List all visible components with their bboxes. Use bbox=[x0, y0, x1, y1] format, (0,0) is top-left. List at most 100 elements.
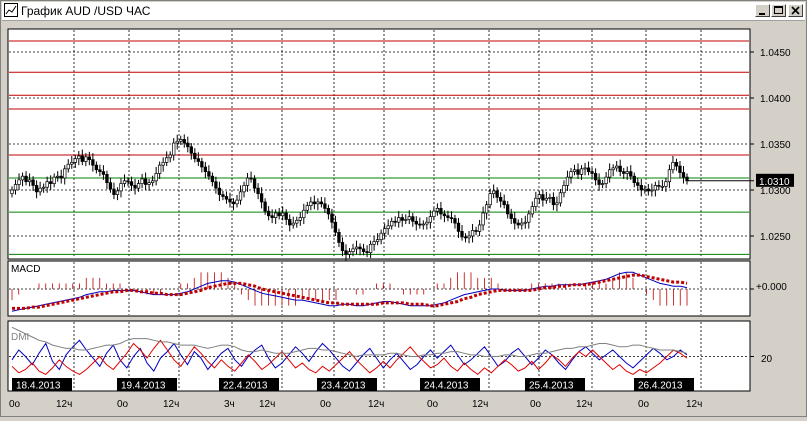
candle-down bbox=[333, 221, 338, 233]
candle-up bbox=[425, 221, 429, 225]
candle-up bbox=[172, 142, 176, 156]
candle-up bbox=[428, 216, 433, 223]
candle-up bbox=[404, 219, 408, 221]
candle-down bbox=[49, 181, 53, 184]
price-candles bbox=[10, 134, 689, 261]
candle-down bbox=[59, 175, 63, 179]
candle-down bbox=[460, 231, 464, 238]
hour-label: 12ч bbox=[368, 399, 384, 410]
candle-up bbox=[572, 169, 577, 172]
candle-down bbox=[186, 142, 190, 148]
candle-up bbox=[52, 176, 56, 184]
candle-up bbox=[235, 199, 239, 205]
candle-up bbox=[154, 173, 158, 182]
maximize-button[interactable] bbox=[771, 4, 786, 17]
candle-up bbox=[165, 157, 169, 163]
minimize-icon bbox=[759, 13, 765, 15]
candle-down bbox=[576, 169, 580, 175]
candle-up bbox=[115, 190, 120, 195]
candle-up bbox=[274, 212, 278, 218]
candle-down bbox=[98, 169, 102, 172]
candle-down bbox=[446, 215, 450, 218]
candle-down bbox=[657, 185, 661, 187]
candle-down bbox=[231, 201, 236, 205]
candle-up bbox=[309, 201, 313, 206]
candle-down bbox=[622, 171, 626, 174]
price-axis-label: 1.0350 bbox=[760, 140, 791, 151]
candle-up bbox=[168, 154, 172, 159]
candle-down bbox=[31, 179, 35, 186]
candle-up bbox=[520, 222, 524, 226]
minimize-button[interactable] bbox=[755, 4, 770, 17]
candle-up bbox=[660, 185, 665, 188]
candle-up bbox=[17, 179, 21, 185]
date-label: 23.4.2013 bbox=[321, 381, 366, 392]
dmi-plus-line bbox=[11, 339, 688, 372]
chart-area: 1.0450 1.0400 1.0350 1.0300 1.0250 1.0310 MA… bbox=[4, 24, 805, 416]
candle-up bbox=[435, 208, 440, 212]
candle-down bbox=[646, 188, 650, 192]
date-label: 18.4.2013 bbox=[16, 381, 61, 392]
candle-down bbox=[337, 231, 341, 243]
candle-down bbox=[442, 213, 447, 217]
candle-down bbox=[456, 222, 461, 232]
candle-up bbox=[611, 167, 615, 171]
candle-down bbox=[453, 218, 457, 224]
candle-up bbox=[491, 190, 496, 195]
candle-up bbox=[150, 180, 155, 183]
candle-down bbox=[636, 182, 640, 186]
date-label: 22.4.2013 bbox=[223, 381, 268, 392]
dmi-panel-label: DMI bbox=[11, 332, 29, 343]
candle-up bbox=[569, 171, 573, 178]
date-label-box bbox=[117, 378, 177, 391]
candle-down bbox=[284, 212, 288, 220]
candle-down bbox=[499, 197, 503, 202]
candle-up bbox=[119, 183, 123, 192]
candle-up bbox=[351, 248, 355, 252]
candle-up bbox=[488, 193, 492, 206]
candle-up bbox=[158, 164, 162, 174]
candle-down bbox=[509, 213, 513, 219]
hour-label: 12ч bbox=[472, 399, 488, 410]
hour-label: 12ч bbox=[686, 399, 702, 410]
date-label-box bbox=[525, 378, 585, 391]
candle-down bbox=[101, 171, 106, 175]
price-panel[interactable]: 1.0450 1.0400 1.0350 1.0300 1.0250 1.0310 bbox=[7, 28, 794, 261]
title-bar[interactable]: График AUD /USD ЧАС bbox=[2, 2, 805, 21]
candle-down bbox=[217, 187, 222, 195]
date-label: 25.4.2013 bbox=[529, 381, 574, 392]
candle-down bbox=[112, 188, 116, 195]
candle-down bbox=[34, 185, 39, 193]
candle-down bbox=[516, 222, 520, 226]
candle-up bbox=[77, 155, 81, 160]
candle-down bbox=[126, 180, 130, 183]
candle-up bbox=[20, 175, 25, 181]
candle-down bbox=[632, 175, 636, 183]
candle-down bbox=[224, 196, 229, 200]
candle-down bbox=[256, 187, 260, 195]
candle-up bbox=[27, 179, 32, 183]
candle-up bbox=[548, 197, 552, 199]
candle-up bbox=[484, 204, 489, 214]
macd-panel[interactable]: MACD +0.000 bbox=[7, 260, 787, 317]
candle-down bbox=[344, 250, 348, 255]
candle-up bbox=[481, 212, 485, 226]
candle-down bbox=[207, 171, 211, 177]
candle-up bbox=[375, 239, 380, 242]
candle-up bbox=[527, 213, 531, 223]
candle-up bbox=[245, 177, 250, 186]
close-button[interactable] bbox=[788, 4, 803, 17]
candle-down bbox=[210, 175, 215, 183]
candle-up bbox=[397, 217, 401, 223]
candle-up bbox=[477, 224, 482, 232]
dmi-minus-line bbox=[11, 339, 688, 376]
candle-up bbox=[354, 246, 359, 250]
candle-up bbox=[41, 186, 46, 189]
candle-down bbox=[506, 204, 510, 215]
candle-down bbox=[590, 171, 594, 174]
hour-label: 0o bbox=[117, 399, 129, 410]
date-label-box bbox=[12, 378, 72, 391]
date-label: 24.4.2013 bbox=[424, 381, 469, 392]
candle-down bbox=[196, 158, 200, 162]
candle-down bbox=[326, 208, 331, 215]
